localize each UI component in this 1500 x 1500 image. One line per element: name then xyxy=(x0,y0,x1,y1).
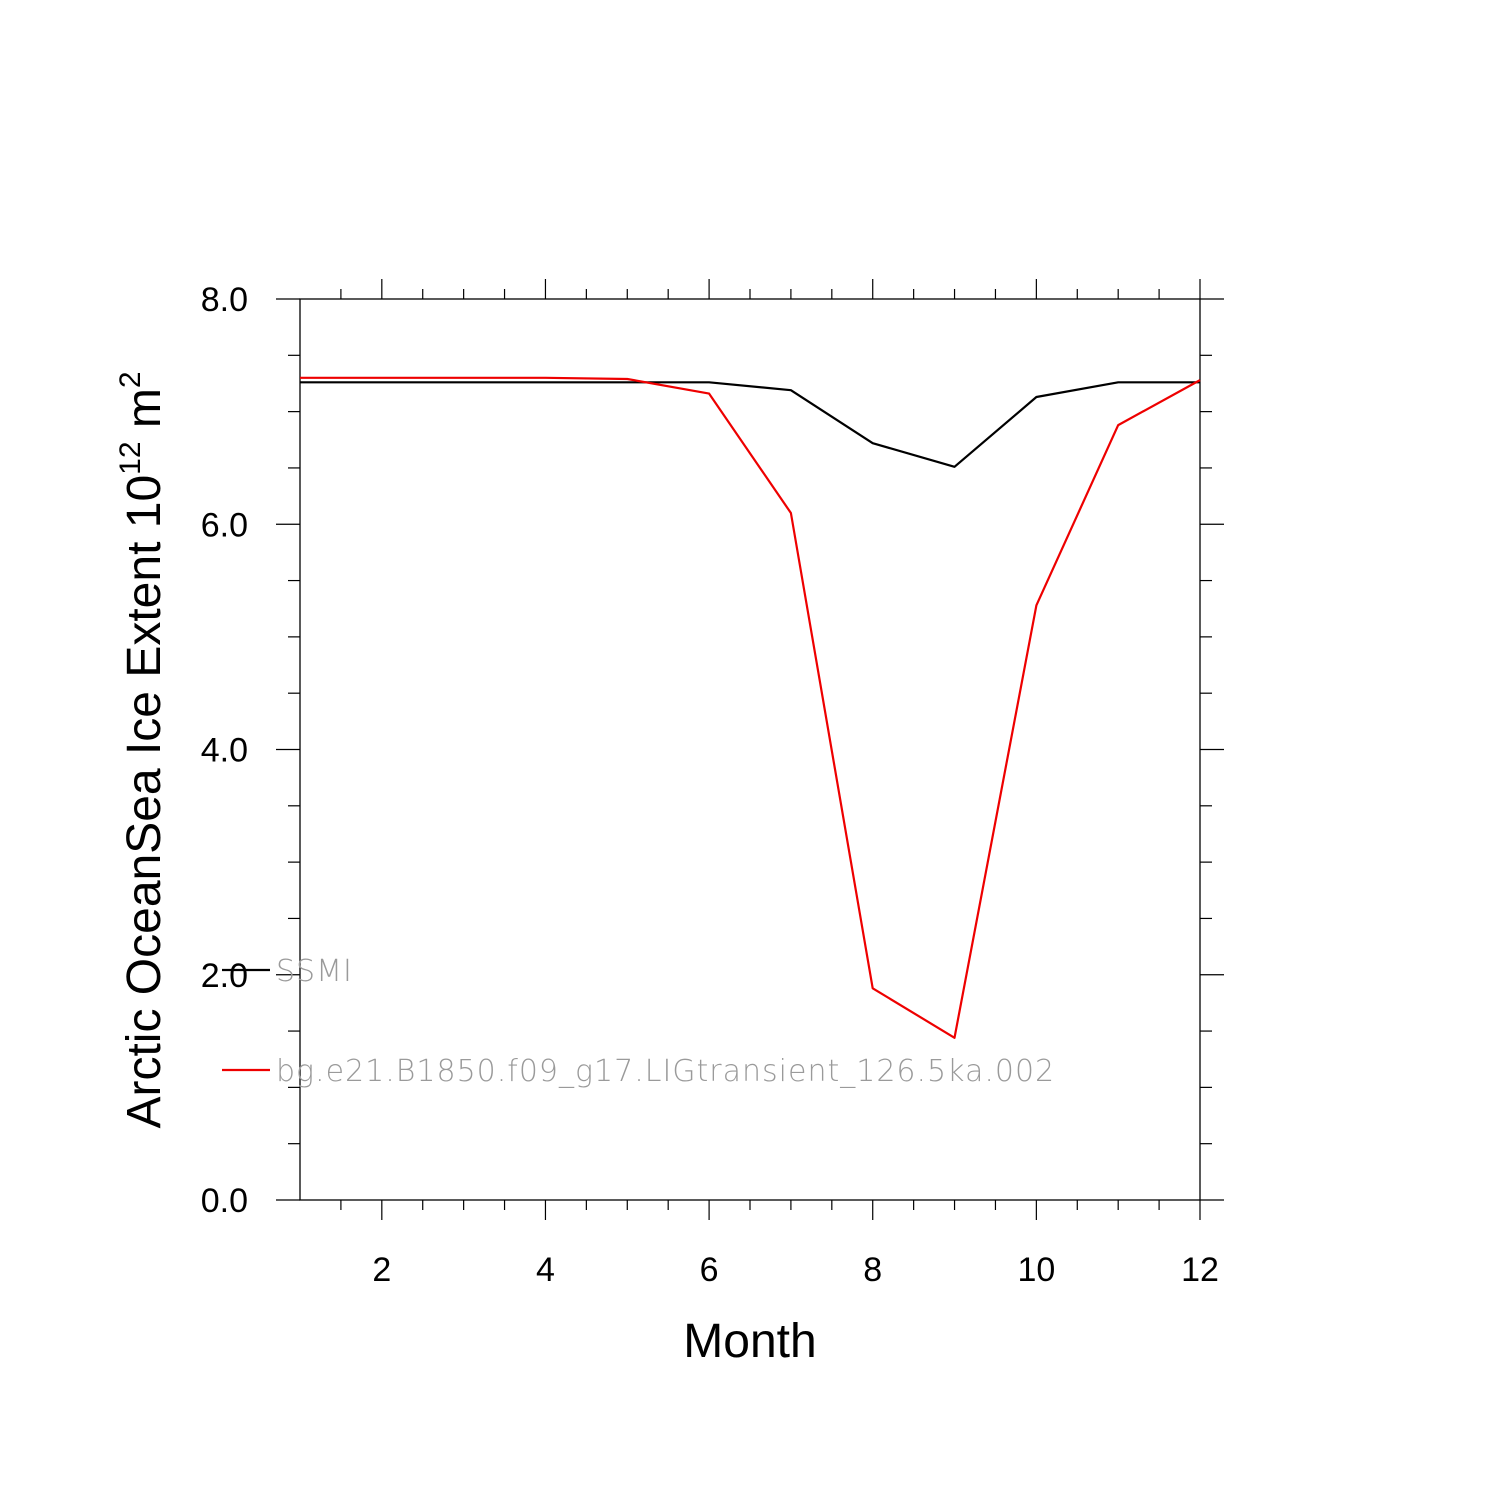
x-tick-label: 8 xyxy=(863,1251,882,1289)
y-axis-title-exp2: 2 xyxy=(114,371,147,388)
x-tick-label: 10 xyxy=(1017,1251,1055,1289)
x-tick-label: 2 xyxy=(372,1251,391,1289)
y-tick-label: 2.0 xyxy=(201,957,248,995)
y-axis-title-prefix: Arctic OceanSea Ice Extent 10 xyxy=(118,475,171,1129)
y-tick-label: 0.0 xyxy=(201,1182,248,1220)
y-axis-title: Arctic OceanSea Ice Extent 1012 m2 xyxy=(114,371,171,1128)
series-lines xyxy=(300,376,1201,1039)
legend-label-1: SSMI xyxy=(276,954,353,989)
y-tick-label: 8.0 xyxy=(201,281,248,319)
legend: SSMI bg.e21.B1850.f09_g17.LIGtransient_12… xyxy=(222,954,1055,1089)
x-axis-title: Month xyxy=(683,1315,816,1368)
x-tick-labels: 2 4 6 8 10 12 xyxy=(372,1251,1219,1289)
series-line-2 xyxy=(300,376,1201,1039)
y-tick-label: 6.0 xyxy=(201,506,248,544)
series-line-1 xyxy=(300,381,1200,468)
x-tick-label: 12 xyxy=(1181,1251,1219,1289)
x-tick-label: 6 xyxy=(700,1251,719,1289)
x-tick-label: 4 xyxy=(536,1251,555,1289)
y-axis-title-unit: m xyxy=(118,388,171,441)
y-axis-title-exp1: 12 xyxy=(114,441,147,474)
y-tick-label: 4.0 xyxy=(201,732,248,770)
legend-label-2: bg.e21.B1850.f09_g17.LIGtransient_126.5k… xyxy=(276,1054,1055,1089)
y-tick-labels: 0.0 2.0 4.0 6.0 8.0 xyxy=(201,281,248,1220)
axis-ticks xyxy=(276,279,1224,1220)
